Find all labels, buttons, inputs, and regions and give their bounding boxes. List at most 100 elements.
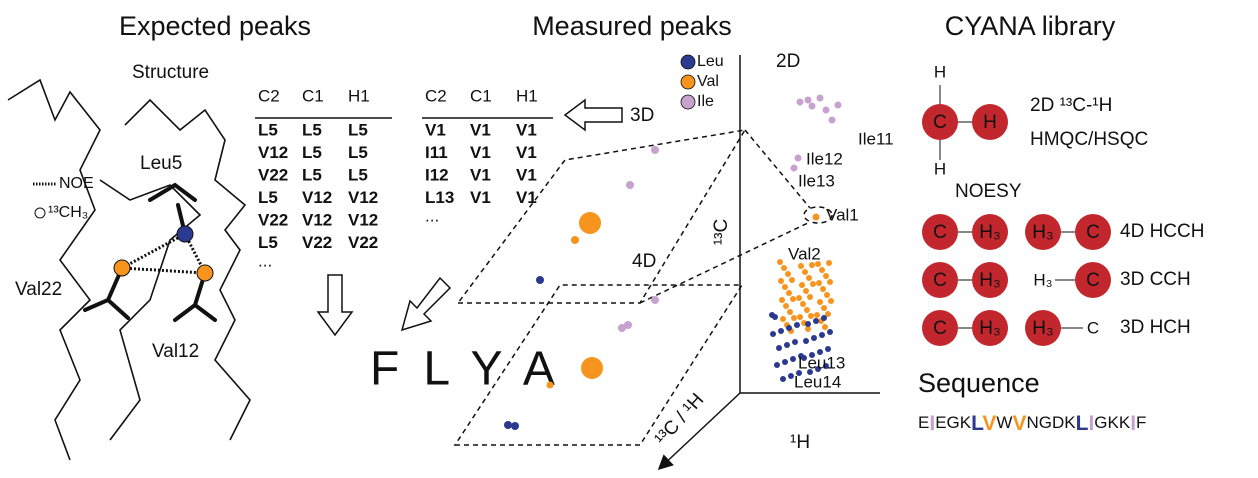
peak-dot (823, 273, 829, 279)
peak-dot (803, 288, 809, 294)
table-header: C2 (425, 86, 447, 105)
table-header: C2 (258, 86, 280, 105)
atom-label: H (934, 159, 946, 178)
peak-dot (828, 298, 834, 304)
peak-dot (790, 296, 796, 302)
peak-dot (800, 301, 806, 307)
table-cell: V1 (470, 120, 491, 139)
table-cell: L5 (348, 120, 368, 139)
table-cell: L5 (302, 165, 322, 184)
table-more: ... (425, 206, 439, 225)
peak-dot (816, 280, 822, 286)
axis-label: ¹³C (711, 219, 732, 245)
heading: Expected peaks (119, 11, 311, 41)
peak-label: Ile12 (806, 149, 843, 168)
table-cell: V12 (302, 188, 332, 207)
heading: Measured peaks (532, 11, 732, 41)
legend-dot (681, 75, 695, 89)
peak-label: Leu14 (794, 372, 841, 391)
structure (5, 70, 262, 470)
peak-dot (807, 294, 813, 300)
peak-dot (819, 332, 825, 338)
peak-dot (792, 339, 798, 345)
peak-dot (626, 181, 634, 189)
peak-dot (785, 271, 791, 277)
legend-label: NOE (59, 175, 94, 192)
table-header: H1 (348, 86, 370, 105)
peak-dot (799, 282, 805, 288)
peak-dot (796, 295, 802, 301)
peak-dot (579, 212, 601, 234)
table-cell: V22 (258, 165, 288, 184)
table-cell: L13 (425, 188, 454, 207)
arrow (565, 100, 622, 130)
peak-dot (819, 267, 825, 273)
table-cell: V1 (425, 120, 446, 139)
peak-dot (782, 284, 788, 290)
table-cell: V22 (258, 210, 288, 229)
peak-dot (780, 376, 786, 382)
legend-label: Ile (697, 93, 714, 110)
peak-dot (790, 356, 796, 362)
table-cell: V1 (516, 165, 537, 184)
peak-label: Val1 (826, 205, 859, 224)
peak-dot (798, 263, 804, 269)
residue: N (1026, 413, 1038, 432)
peak-dot (827, 279, 833, 285)
peak-dot (806, 275, 812, 281)
peak-dot (779, 297, 785, 303)
residue: K (1119, 413, 1131, 432)
experiment: 3D HCH (1120, 317, 1191, 338)
atom-label: H₃ (1032, 318, 1053, 339)
atom-label: H₃ (979, 222, 1000, 243)
table-cell: I12 (425, 165, 449, 184)
peak-dot (827, 329, 833, 335)
peak-dot (787, 309, 793, 315)
atom-label: H₃ (1032, 222, 1053, 243)
table-cell: L5 (258, 233, 278, 252)
arrow (318, 275, 352, 335)
table-cell: L5 (348, 143, 368, 162)
peak-dot (786, 325, 792, 331)
table-cell: V1 (516, 143, 537, 162)
legend-dot (681, 55, 695, 69)
noesy-title: NOESY (955, 181, 1022, 202)
peak-dot (536, 276, 544, 284)
residue: F (1136, 413, 1146, 432)
table-cell: L5 (258, 188, 278, 207)
sequence-title: Sequence (918, 368, 1040, 398)
experiment: 2D ¹³C-¹H (1030, 95, 1112, 116)
flya: FLYA (370, 343, 579, 396)
table-cell: V22 (302, 233, 332, 252)
peak-dot (823, 107, 830, 114)
atom-label: C (933, 222, 947, 243)
peak-dot (776, 345, 782, 351)
peak-dot (829, 117, 836, 124)
peak-dot (651, 146, 659, 154)
residue-label: Val22 (15, 279, 62, 300)
table-header: C1 (302, 86, 324, 105)
residue: G (1039, 413, 1052, 432)
peak-label: Ile11 (858, 129, 894, 148)
peak-dot (780, 316, 786, 322)
plane-label: 2D (776, 51, 800, 72)
table-cell: V12 (348, 188, 378, 207)
peak-dot (789, 277, 795, 283)
residue: V (1012, 412, 1026, 435)
peak-dot (781, 265, 787, 271)
peak-dot (783, 303, 789, 309)
table-cell: V12 (302, 210, 332, 229)
table-cell: I11 (425, 143, 448, 162)
peak-dot (811, 335, 817, 341)
residue: L (1076, 412, 1089, 435)
legend-dot (681, 95, 695, 109)
legend-label: Val (697, 73, 719, 90)
peak-dot (822, 324, 828, 330)
peak-dot (814, 312, 820, 318)
arrow (402, 278, 450, 330)
legend-label: Leu (697, 53, 724, 70)
peak-dot (511, 422, 519, 430)
peak-dot (804, 307, 810, 313)
atom-label: C (1086, 270, 1100, 291)
residue: D (1052, 413, 1064, 432)
